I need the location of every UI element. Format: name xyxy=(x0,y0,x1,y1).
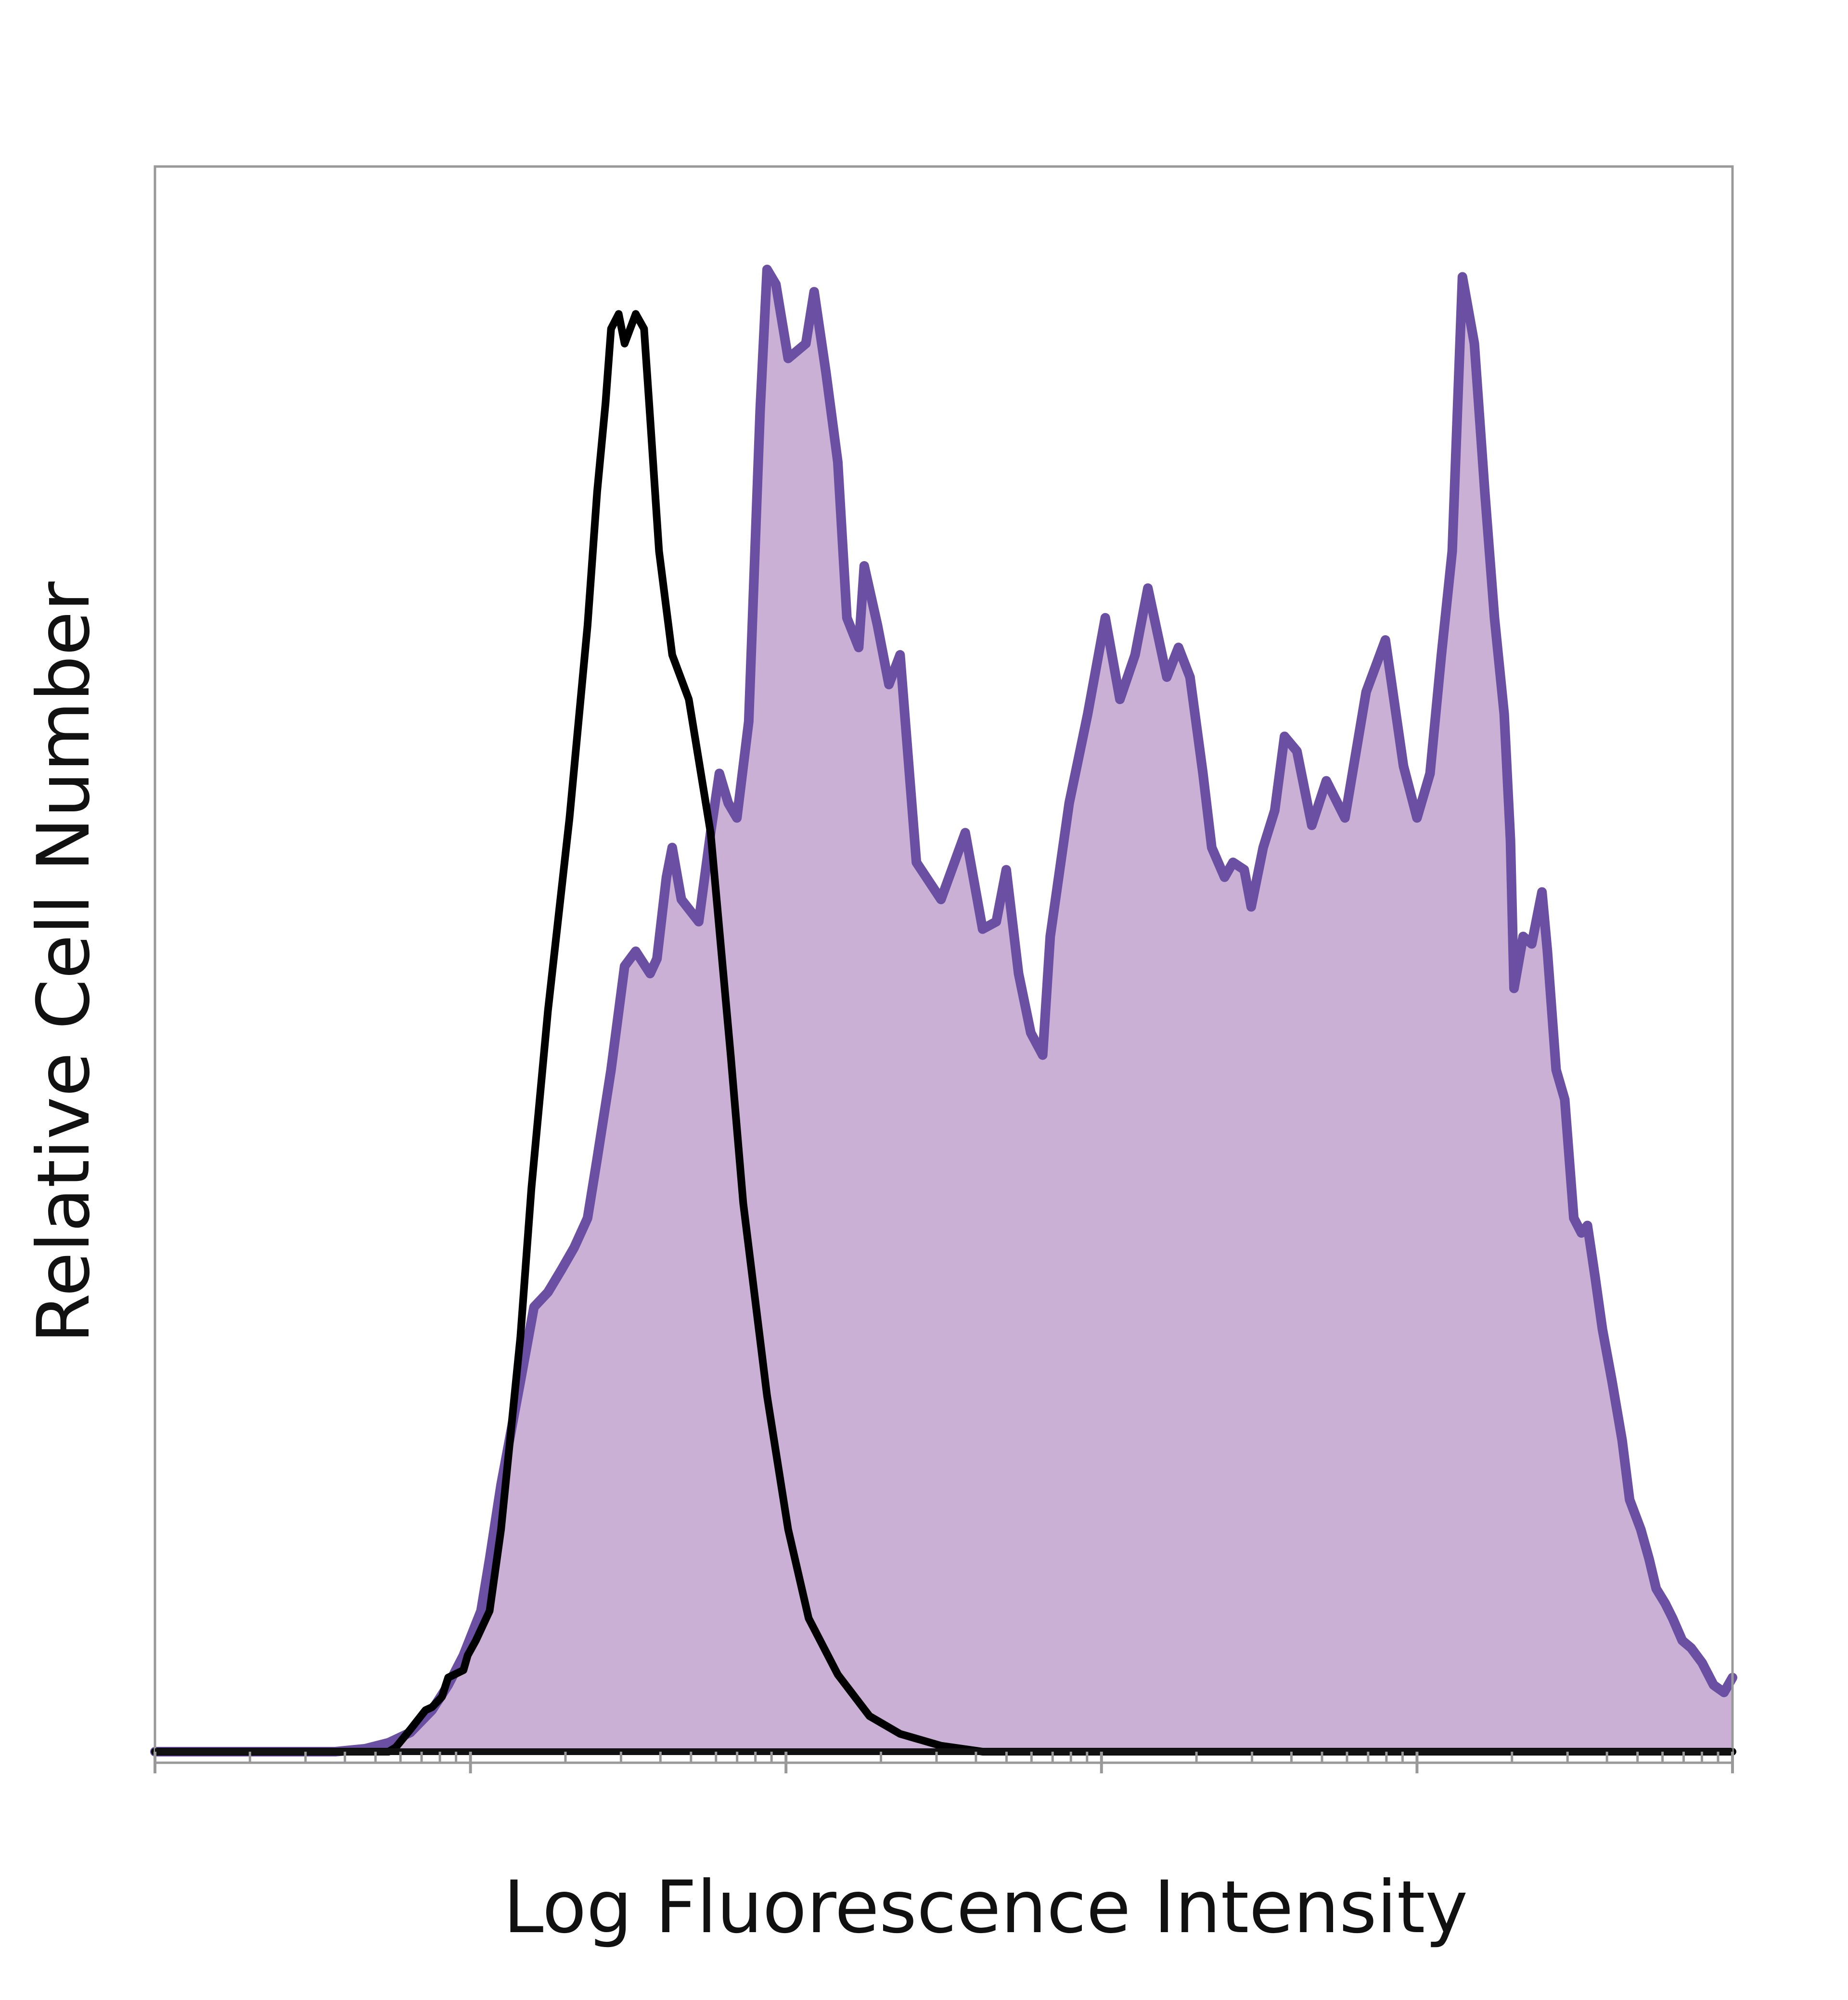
plot-data-layer xyxy=(150,265,1737,1756)
control-histogram-line xyxy=(151,310,1736,1756)
stained-histogram-fill xyxy=(155,269,1732,1752)
plot-frame xyxy=(154,165,1734,1764)
stained-histogram-line xyxy=(150,265,1737,1756)
x-axis-label: Log Fluorescence Intensity xyxy=(503,1866,1468,1949)
y-axis-label: Relative Cell Number xyxy=(22,581,106,1344)
axes-layer xyxy=(154,165,1734,1773)
